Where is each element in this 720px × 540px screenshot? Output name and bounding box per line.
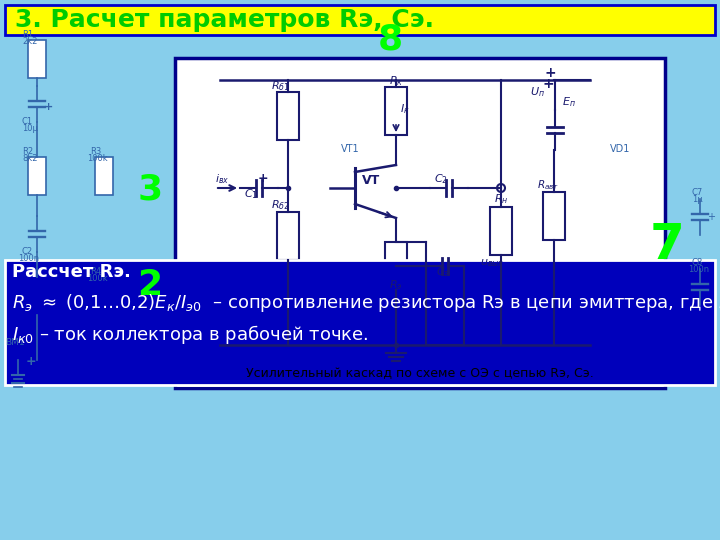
Text: $E_п$: $E_п$ xyxy=(562,95,576,109)
Text: $R_{авт}$: $R_{авт}$ xyxy=(537,178,559,192)
Bar xyxy=(385,87,407,135)
Text: 2: 2 xyxy=(138,268,163,302)
Text: +: + xyxy=(545,66,557,80)
Text: $u_{вых}$: $u_{вых}$ xyxy=(480,257,505,269)
Bar xyxy=(175,58,665,388)
Text: C2: C2 xyxy=(22,247,33,256)
Text: 10μ: 10μ xyxy=(22,124,38,133)
Text: 8k2: 8k2 xyxy=(22,154,37,163)
Text: VT: VT xyxy=(362,174,380,187)
Text: 3: 3 xyxy=(138,173,163,207)
Bar xyxy=(28,157,46,195)
Text: $R_э$: $R_э$ xyxy=(389,278,402,292)
Text: R3: R3 xyxy=(90,147,102,156)
Text: 1μ: 1μ xyxy=(692,195,703,204)
Text: $R_{б2}$: $R_{б2}$ xyxy=(271,198,289,212)
Text: +: + xyxy=(44,102,53,112)
Text: R2: R2 xyxy=(22,147,33,156)
Text: $R_н$: $R_н$ xyxy=(494,192,508,206)
Text: $C_э$: $C_э$ xyxy=(436,265,449,279)
Text: R1: R1 xyxy=(22,30,33,39)
Text: Рассчет Rэ.: Рассчет Rэ. xyxy=(12,263,131,281)
Text: C8: C8 xyxy=(692,258,703,267)
Text: $C_2$: $C_2$ xyxy=(434,172,448,186)
Bar xyxy=(277,92,299,140)
Text: C1: C1 xyxy=(22,117,33,126)
Text: +: + xyxy=(707,212,715,222)
Text: $R_{б1}$: $R_{б1}$ xyxy=(271,79,289,93)
Text: C7: C7 xyxy=(692,188,703,197)
Text: 8: 8 xyxy=(377,23,402,57)
Text: R4: R4 xyxy=(90,267,101,276)
Text: +: + xyxy=(542,77,554,91)
Text: $i_{вх}$: $i_{вх}$ xyxy=(215,172,230,186)
Bar xyxy=(490,207,512,255)
Text: 100n: 100n xyxy=(688,265,709,274)
Text: 100k: 100k xyxy=(87,154,107,163)
Text: +: + xyxy=(258,172,269,185)
Text: 100k: 100k xyxy=(87,274,107,283)
FancyBboxPatch shape xyxy=(5,5,715,35)
Bar xyxy=(28,40,46,78)
Bar xyxy=(543,192,565,240)
Text: 2k2: 2k2 xyxy=(22,37,37,46)
Text: 3. Расчет параметров Rэ, Сэ.: 3. Расчет параметров Rэ, Сэ. xyxy=(15,8,434,32)
Bar xyxy=(277,212,299,260)
Text: 7: 7 xyxy=(649,221,685,269)
Bar xyxy=(95,157,113,195)
Text: $R_к$: $R_к$ xyxy=(389,74,403,88)
Text: Усилительный каскад по схеме с ОЭ с цепью Rэ, Сэ.: Усилительный каскад по схеме с ОЭ с цепь… xyxy=(246,367,594,380)
Text: $U_п$: $U_п$ xyxy=(530,85,545,99)
Text: 100n: 100n xyxy=(18,254,39,263)
Text: ВМ1: ВМ1 xyxy=(5,338,24,347)
Bar xyxy=(95,277,113,315)
Text: VD1: VD1 xyxy=(610,144,630,154)
Text: $C_1$: $C_1$ xyxy=(244,187,258,201)
Text: $R_э$ $\approx$ (0,1…0,2)$E_к$/$I_{э0}$  – сопротивление резистора Rэ в цепи эми: $R_э$ $\approx$ (0,1…0,2)$E_к$/$I_{э0}$ … xyxy=(12,292,720,314)
FancyBboxPatch shape xyxy=(5,260,715,385)
Text: +: + xyxy=(26,355,37,368)
Text: VT1: VT1 xyxy=(341,144,359,154)
Text: $I_{к0}$ – ток коллектора в рабочей точке.: $I_{к0}$ – ток коллектора в рабочей точк… xyxy=(12,322,369,346)
Text: $I_к$: $I_к$ xyxy=(400,102,410,116)
Bar xyxy=(385,242,407,290)
